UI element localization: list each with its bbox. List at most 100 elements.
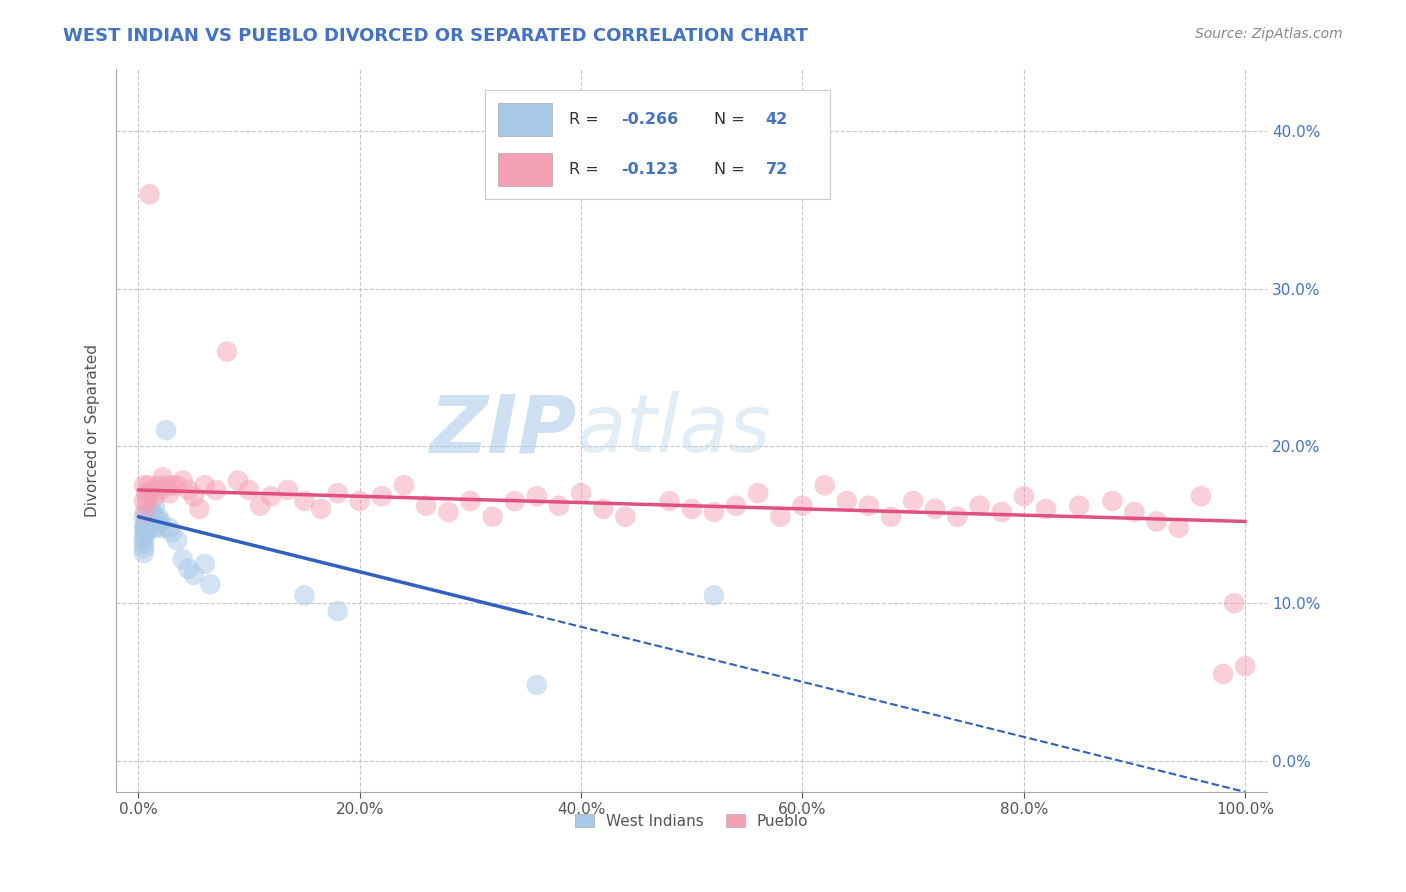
Point [460,494,482,508]
Point [1234,659,1257,673]
Point [132,478,155,492]
Point [135,521,157,535]
Point [1012,489,1035,503]
Point [155,423,177,437]
Point [392,478,415,492]
Point [134,525,156,540]
Point [149,483,172,497]
Point [132,521,155,535]
Point [172,552,194,566]
Point [548,499,571,513]
Point [132,494,155,508]
Point [138,517,160,532]
Point [152,470,174,484]
Point [135,515,157,529]
Point [177,561,200,575]
Point [172,474,194,488]
Point [132,509,155,524]
Point [134,517,156,532]
Point [437,505,460,519]
Point [183,489,205,503]
Point [138,486,160,500]
Point [294,588,316,602]
Point [136,509,159,524]
Point [143,509,166,524]
Point [294,494,316,508]
Point [924,501,946,516]
Text: atlas: atlas [576,392,772,469]
Point [200,577,222,591]
Point [1123,505,1146,519]
Point [134,505,156,519]
Point [769,509,792,524]
Point [747,486,769,500]
Point [136,494,159,508]
Point [138,478,160,492]
Point [1069,499,1091,513]
Point [326,486,349,500]
Point [946,509,969,524]
Point [415,499,437,513]
Text: ZIP: ZIP [429,392,576,469]
Point [1146,515,1168,529]
Point [138,501,160,516]
Point [149,515,172,529]
Point [1189,489,1212,503]
Point [177,483,200,497]
Point [138,187,160,202]
Point [835,494,858,508]
Point [132,533,155,548]
Point [277,483,299,497]
Point [725,499,748,513]
Point [238,483,260,497]
Point [135,525,157,540]
Point [1101,494,1123,508]
Point [148,509,170,524]
Point [152,521,174,535]
Point [145,521,167,535]
Point [260,489,283,503]
Point [226,474,249,488]
Point [141,515,163,529]
Point [138,515,160,529]
Point [1035,501,1057,516]
Point [132,536,155,550]
Point [160,525,183,540]
Point [148,478,170,492]
Point [132,528,155,542]
Text: WEST INDIAN VS PUEBLO DIVORCED OR SEPARATED CORRELATION CHART: WEST INDIAN VS PUEBLO DIVORCED OR SEPARA… [63,27,808,45]
Y-axis label: Divorced or Separated: Divorced or Separated [86,343,100,516]
Point [155,478,177,492]
Point [143,489,166,503]
Point [215,344,238,359]
Point [592,501,614,516]
Point [132,541,155,556]
Point [138,521,160,535]
Point [1223,596,1246,610]
Point [703,505,725,519]
Point [157,521,180,535]
Point [1167,521,1189,535]
Point [143,499,166,513]
Point [969,499,991,513]
Point [1212,667,1234,681]
Point [990,505,1012,519]
Point [166,533,188,548]
Point [569,486,592,500]
Point [249,499,271,513]
Point [371,489,394,503]
Point [194,557,217,571]
Point [135,486,157,500]
Point [138,509,160,524]
Point [134,521,156,535]
Point [188,501,211,516]
Point [205,483,228,497]
Point [160,478,183,492]
Point [503,494,526,508]
Point [880,509,903,524]
Point [526,678,548,692]
Point [814,478,837,492]
Point [792,499,814,513]
Point [326,604,349,618]
Point [166,478,188,492]
